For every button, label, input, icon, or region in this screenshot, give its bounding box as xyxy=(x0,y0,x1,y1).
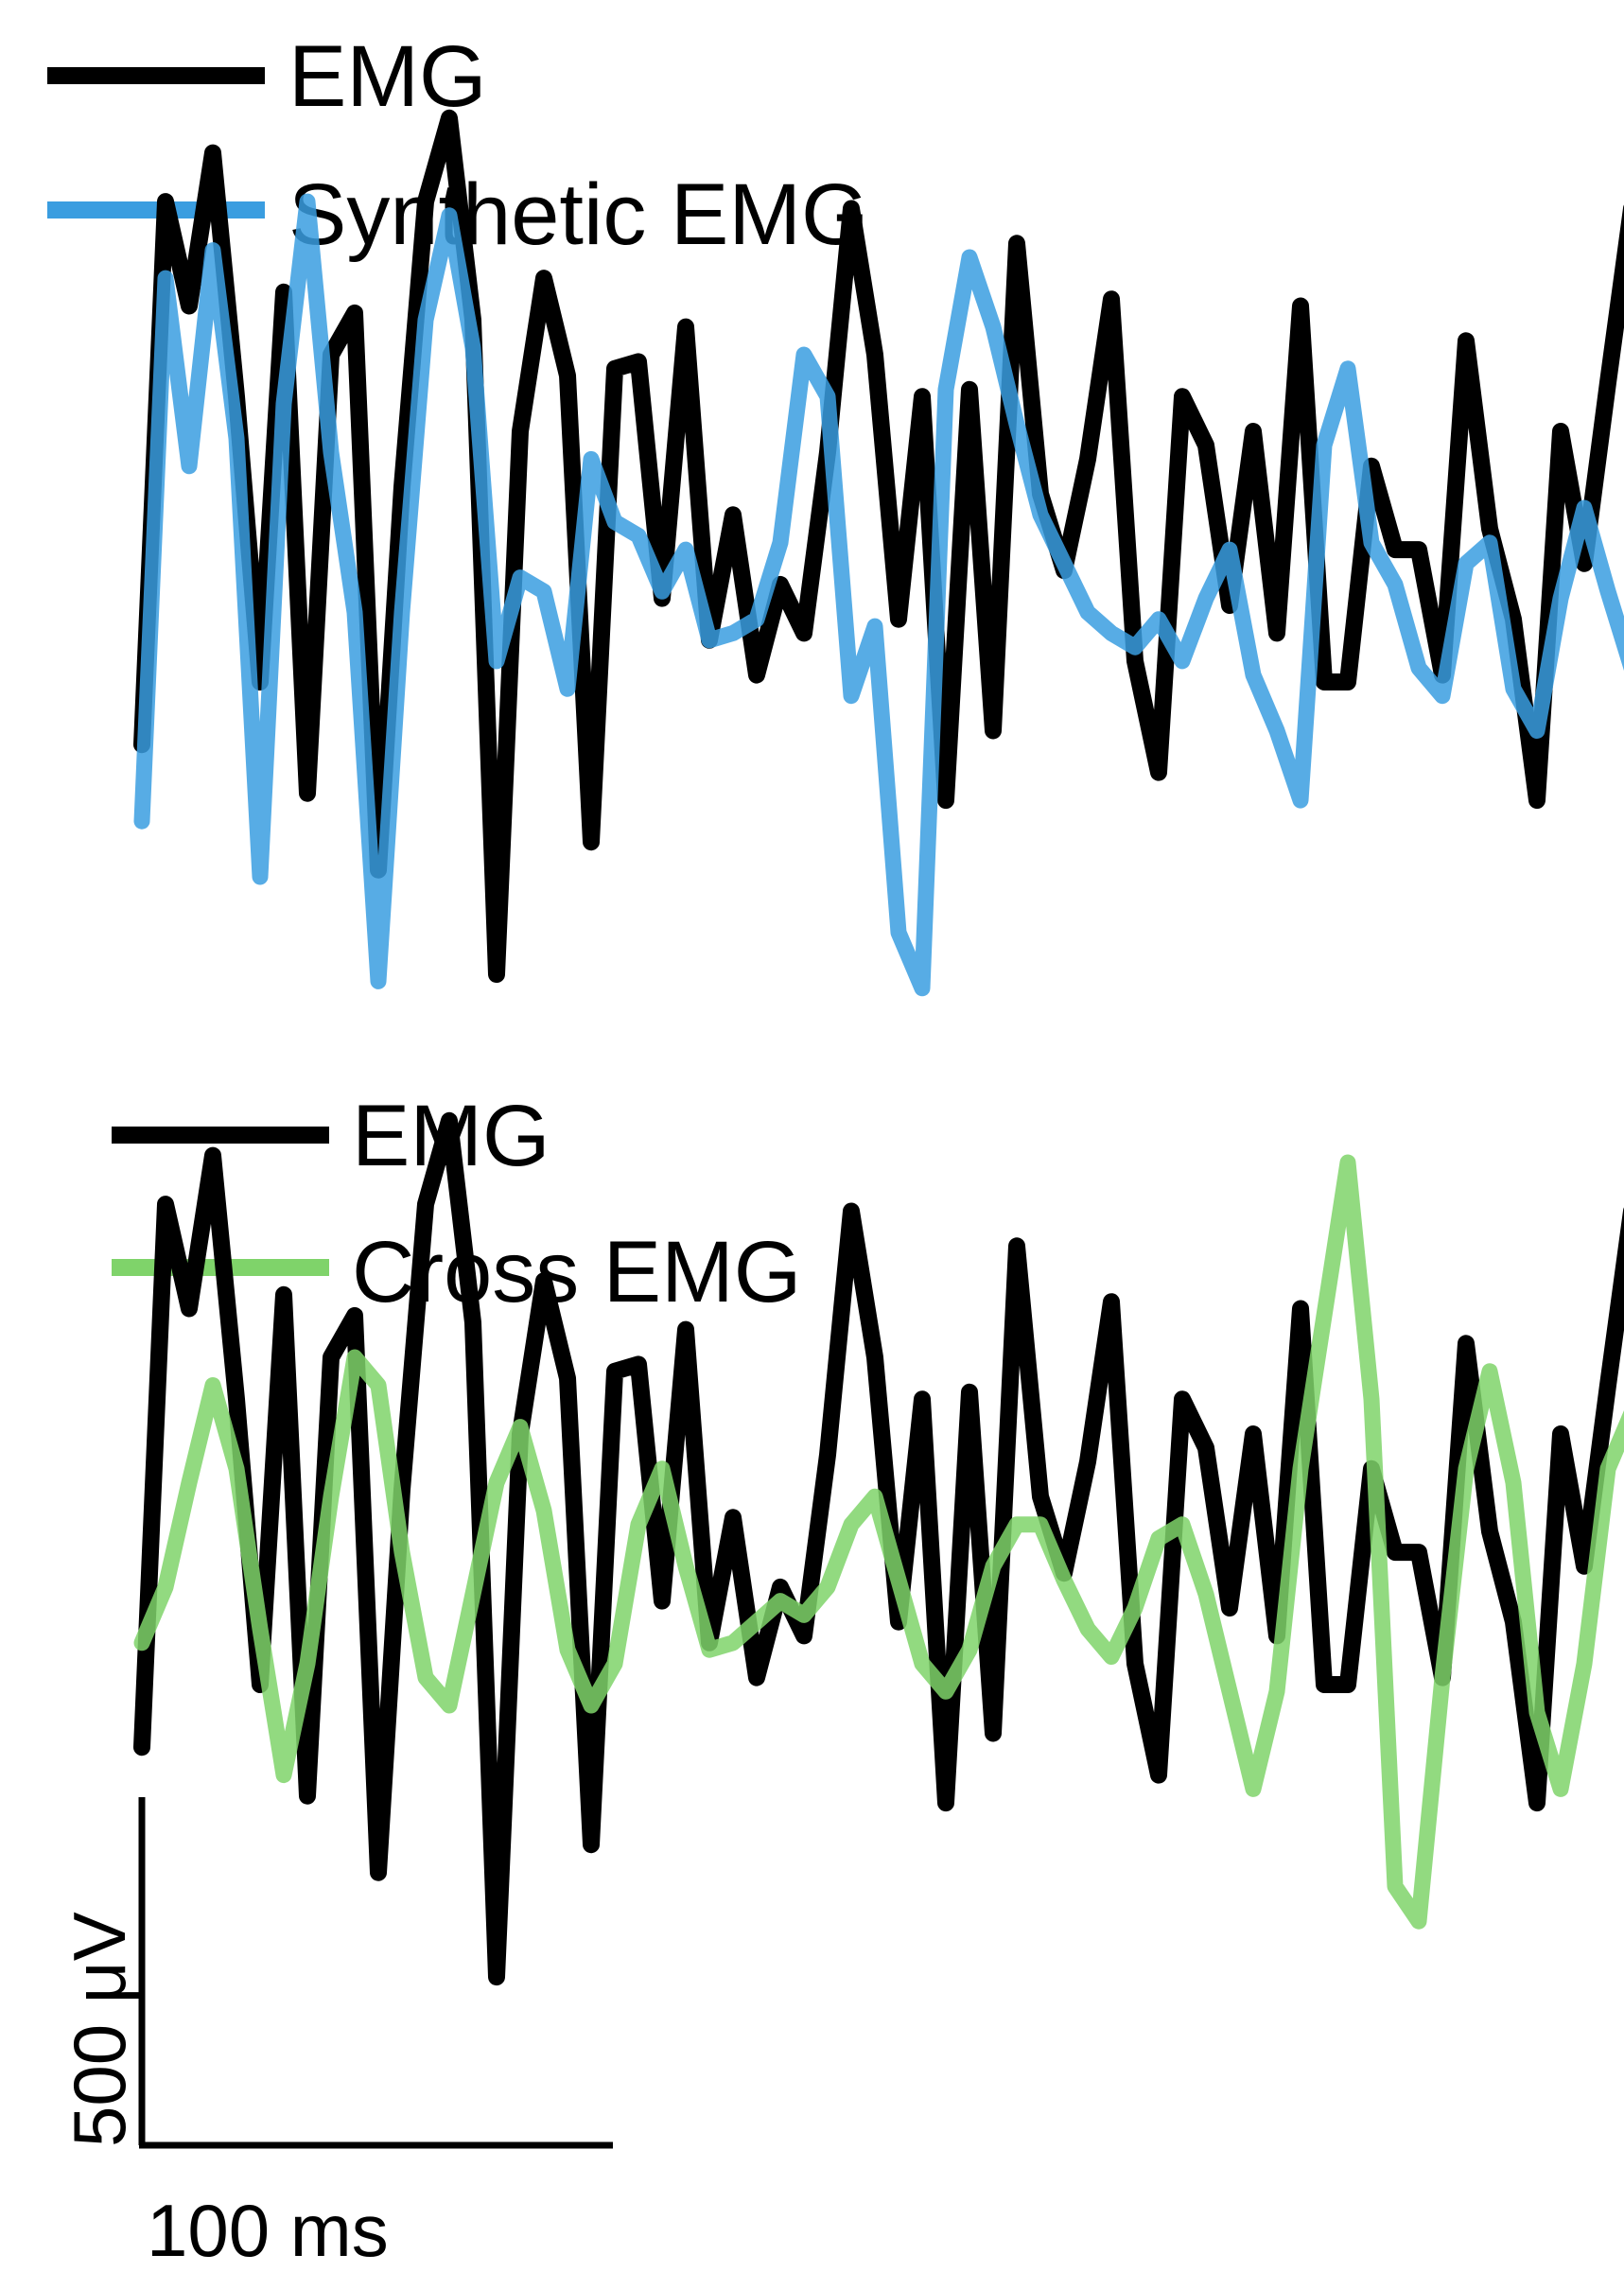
top-legend-synthetic-label: Synthetic EMG xyxy=(288,166,869,263)
top-series-synthetic-emg-line xyxy=(133,193,1624,997)
scale-bar: 500 μV 100 ms xyxy=(58,1797,613,2272)
bottom-panel-traces xyxy=(133,1111,1624,1986)
scale-bar-horizontal-label: 100 ms xyxy=(147,2189,389,2272)
bottom-series-cross-emg-line xyxy=(133,1154,1624,1930)
bottom-series-emg-line xyxy=(133,1111,1624,1986)
top-panel-traces xyxy=(133,109,1624,997)
scale-bar-vertical-label: 500 μV xyxy=(58,1912,141,2147)
top-series-emg-line xyxy=(133,109,1624,984)
top-legend-emg-label: EMG xyxy=(288,28,487,125)
top-legend: EMG Synthetic EMG xyxy=(47,28,869,263)
